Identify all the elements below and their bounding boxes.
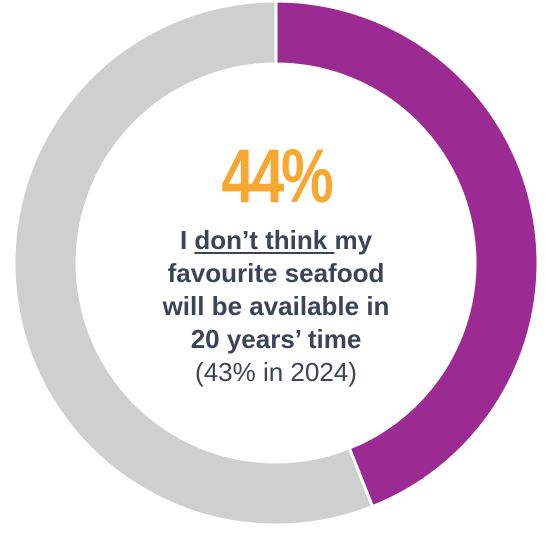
statement-line-1-suffix: my xyxy=(334,225,373,255)
statement-line-2: favourite seafood xyxy=(167,258,385,288)
statement-underlined: don’t think xyxy=(194,225,335,255)
percentage-value: 44% xyxy=(221,134,333,219)
center-label: 44% I don’t think my favourite seafood w… xyxy=(96,138,456,389)
donut-segment-2 xyxy=(12,0,375,527)
statement-text: I don’t think my favourite seafood will … xyxy=(96,224,456,356)
donut-segment-1 xyxy=(274,0,540,509)
statement-line-4: 20 years’ time xyxy=(190,324,362,354)
statement-prefix: I xyxy=(179,225,195,255)
statement-line-3: will be available in xyxy=(162,291,390,321)
comparison-text: (43% in 2024) xyxy=(195,357,357,387)
statement-line-1: I don’t think my xyxy=(96,224,456,257)
